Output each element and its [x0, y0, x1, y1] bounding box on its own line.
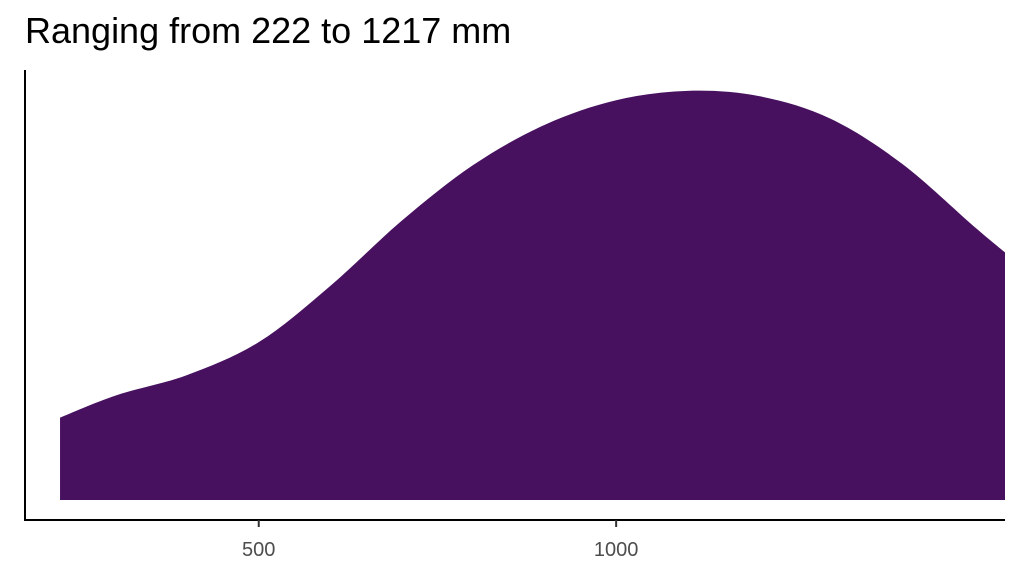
x-tick-label: 500: [242, 539, 275, 561]
density-area: [60, 90, 1005, 500]
axes: 500 1000: [24, 70, 1005, 561]
chart-title: Ranging from 222 to 1217 mm: [25, 10, 512, 51]
x-tick-label: 1000: [594, 539, 639, 561]
plot-area: [60, 90, 1005, 500]
